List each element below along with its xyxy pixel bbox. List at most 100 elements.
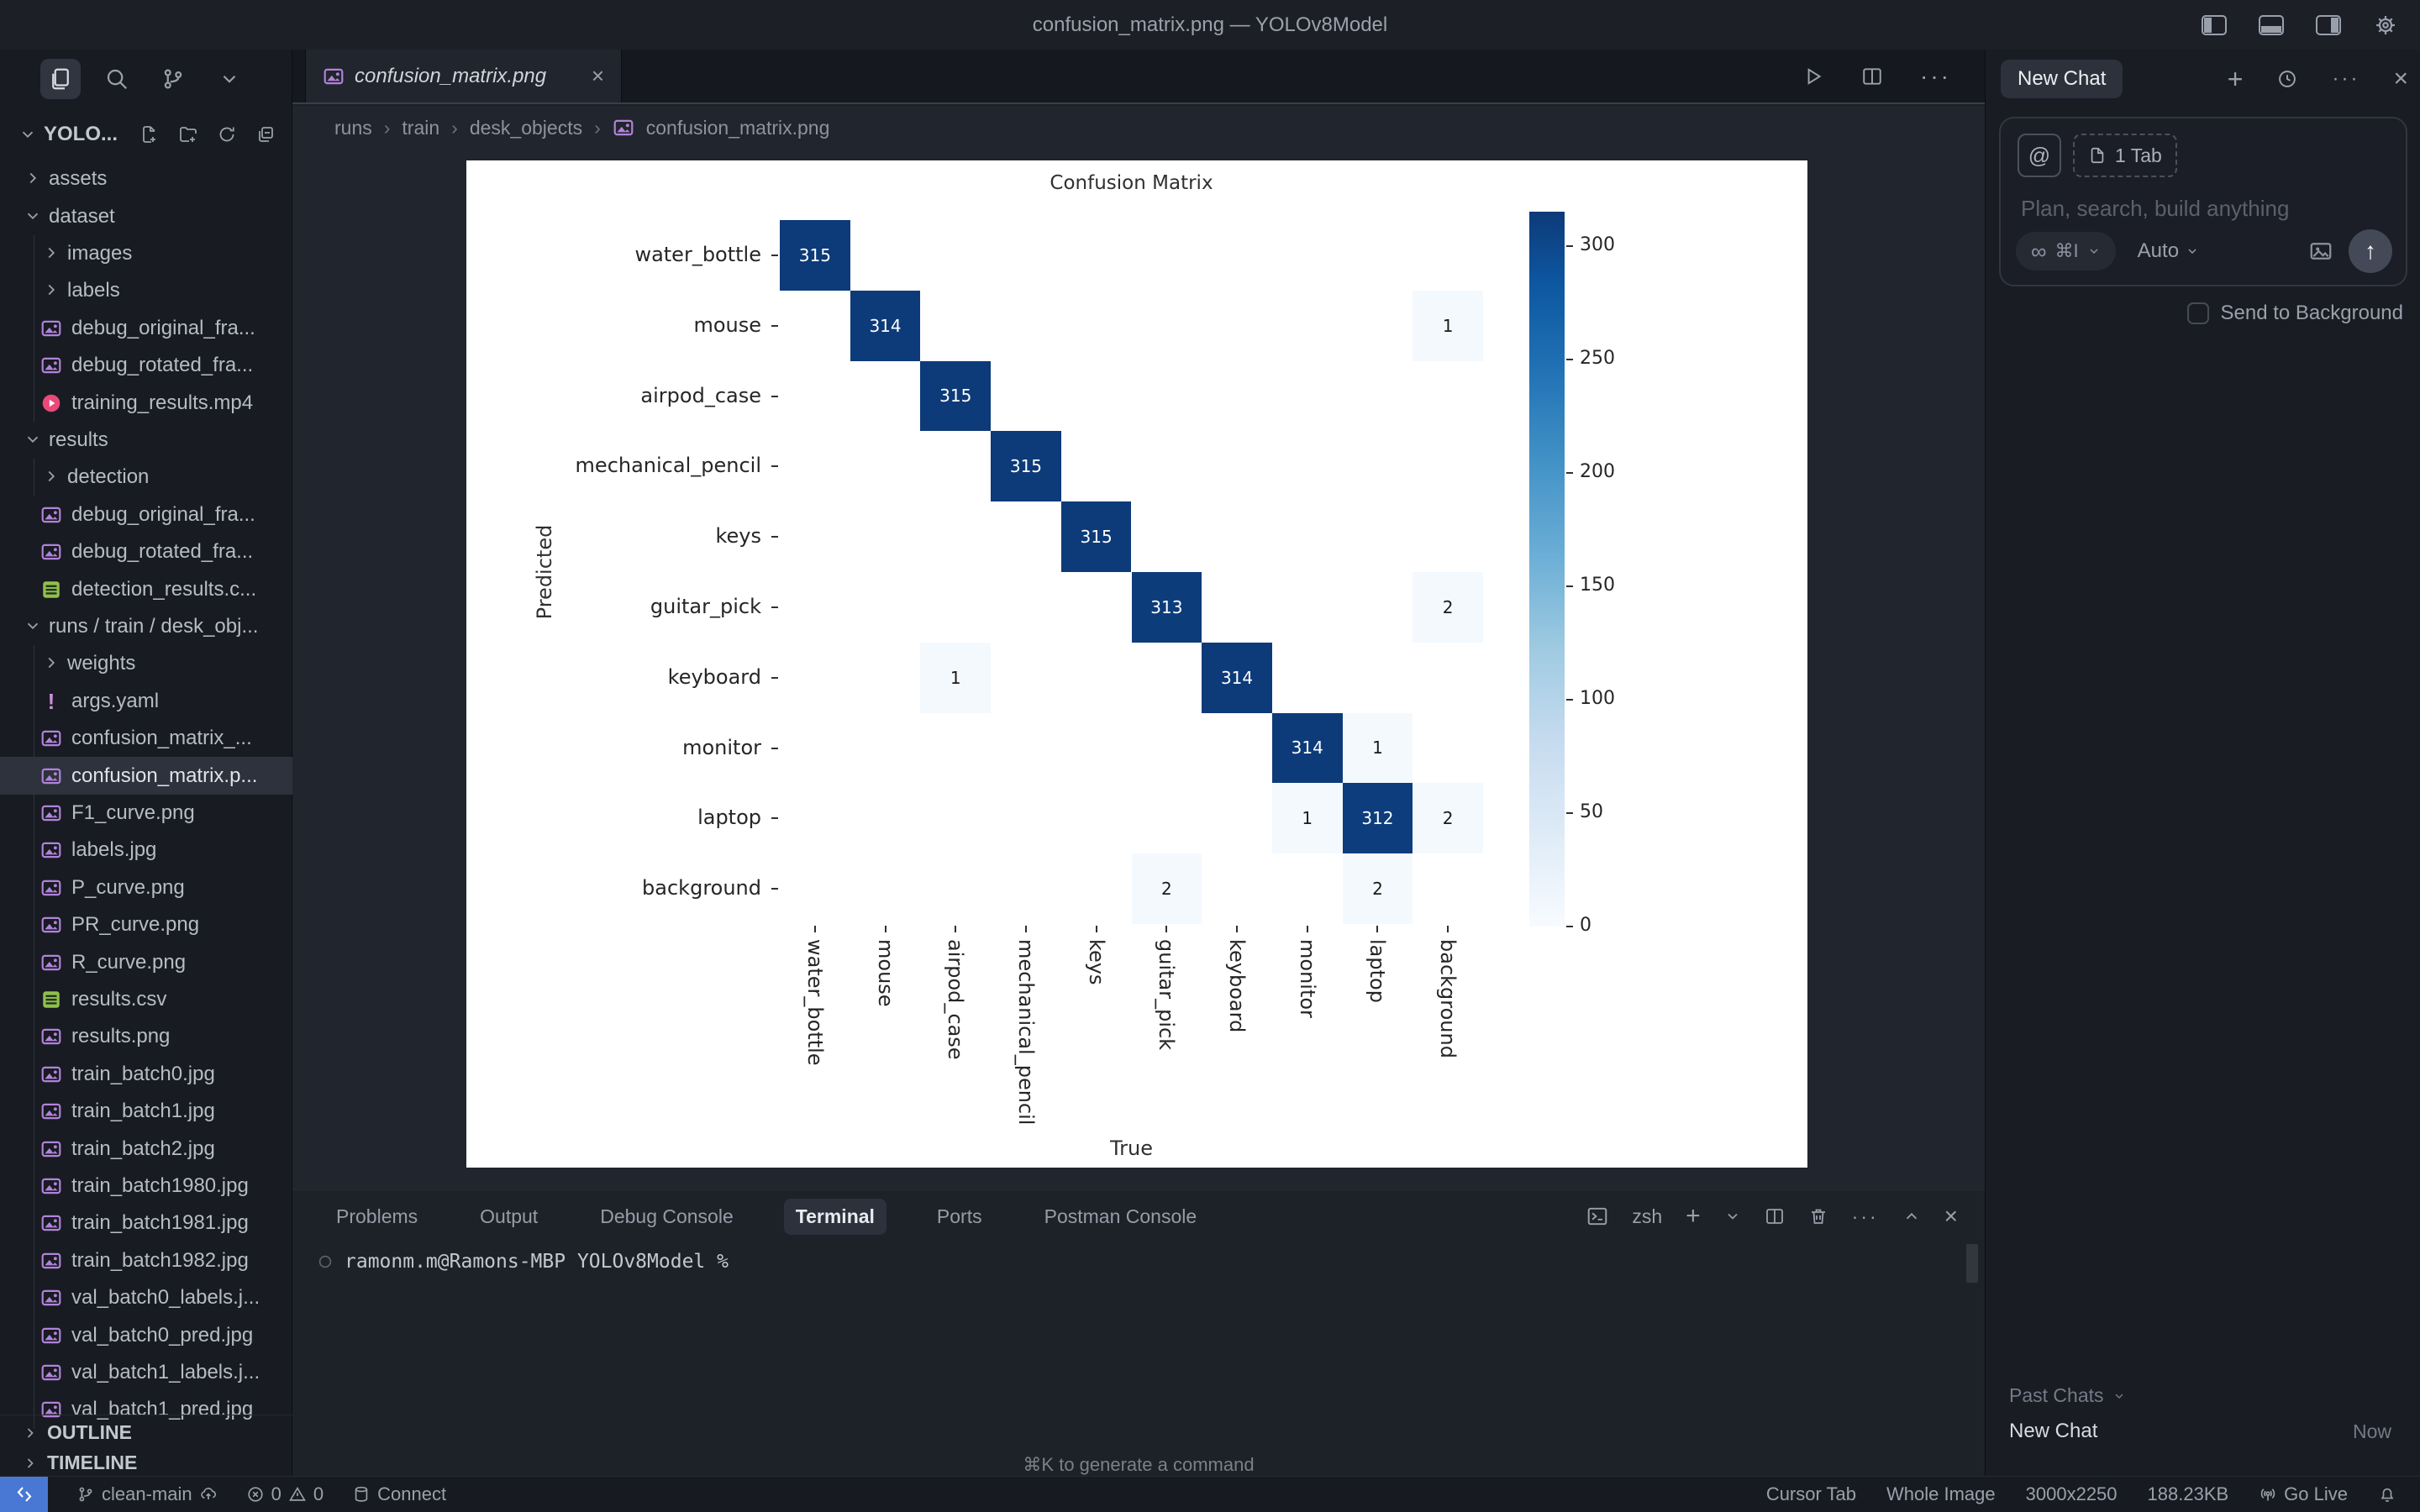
chat-history-item[interactable]: New Chat Now (2009, 1420, 2391, 1442)
source-control-icon[interactable] (153, 59, 193, 99)
run-file-icon[interactable] (1802, 66, 1824, 87)
tree-item-train-batch0-jpg[interactable]: train_batch0.jpg (0, 1056, 292, 1093)
more-views-chevron-icon[interactable] (209, 59, 250, 99)
matrix-cell (1060, 290, 1132, 361)
new-file-icon[interactable] (139, 124, 160, 144)
outline-section[interactable]: OUTLINE (0, 1415, 292, 1450)
tree-item-f1-curve-png[interactable]: F1_curve.png (0, 795, 292, 832)
tree-item-args-yaml[interactable]: ! args.yaml (0, 683, 292, 720)
new-folder-icon[interactable] (178, 124, 198, 144)
send-to-background-checkbox[interactable] (2186, 302, 2209, 324)
close-chat-icon[interactable]: × (2393, 65, 2408, 92)
tree-item-confusion-matrix-p-[interactable]: confusion_matrix.p... (0, 757, 292, 795)
split-editor-icon[interactable] (1861, 66, 1883, 87)
tree-item-train-batch1980-jpg[interactable]: train_batch1980.jpg (0, 1168, 292, 1205)
split-terminal-icon[interactable] (1765, 1206, 1785, 1226)
chat-tab-new-chat[interactable]: New Chat (2001, 60, 2123, 98)
tree-item-val-batch0-labels-j-[interactable]: val_batch0_labels.j... (0, 1279, 292, 1316)
panel-tab-debug-console[interactable]: Debug Console (600, 1205, 734, 1227)
cursor-tab-status[interactable]: Cursor Tab (1765, 1483, 1857, 1504)
tree-item-train-batch1-jpg[interactable]: train_batch1.jpg (0, 1093, 292, 1130)
send-message-button[interactable]: ↑ (2349, 229, 2392, 273)
maximize-panel-icon[interactable] (1902, 1207, 1921, 1226)
tree-item-weights[interactable]: weights (0, 645, 292, 682)
panel-more-icon[interactable]: ··· (1851, 1205, 1879, 1227)
tree-item-p-curve-png[interactable]: P_curve.png (0, 869, 292, 906)
tree-item-debug-rotated-fra-[interactable]: debug_rotated_fra... (0, 347, 292, 384)
terminal-dropdown-icon[interactable] (1724, 1208, 1741, 1225)
panel-tab-postman-console[interactable]: Postman Console (1044, 1205, 1197, 1227)
connect-status[interactable]: Connect (352, 1483, 446, 1505)
tree-item-debug-rotated-fra-[interactable]: debug_rotated_fra... (0, 533, 292, 570)
close-panel-icon[interactable]: × (1944, 1203, 1958, 1229)
git-branch-status[interactable]: clean-main (76, 1483, 218, 1505)
tree-item-train-batch1981-jpg[interactable]: train_batch1981.jpg (0, 1205, 292, 1242)
tab-confusion-matrix[interactable]: confusion_matrix.png × (305, 50, 622, 102)
past-chats-toggle[interactable]: Past Chats (2009, 1384, 2126, 1407)
tree-item-runs-train-desk-obj-[interactable]: runs / train / desk_obj... (0, 608, 292, 645)
explorer-header[interactable]: YOLO... (0, 108, 292, 160)
go-live-status[interactable]: Go Live (2259, 1483, 2348, 1505)
more-actions-icon[interactable]: ··· (1920, 62, 1951, 89)
tree-item-detection[interactable]: detection (0, 459, 292, 496)
tree-item-val-batch1-labels-j-[interactable]: val_batch1_labels.j... (0, 1354, 292, 1391)
tree-item-labels[interactable]: labels (0, 272, 292, 309)
tree-item-training-results-mp4[interactable]: training_results.mp4 (0, 384, 292, 421)
breadcrumb-item[interactable]: desk_objects (469, 116, 583, 139)
remote-indicator[interactable] (0, 1476, 48, 1512)
timeline-section[interactable]: TIMELINE (0, 1450, 292, 1476)
panel-scrollbar[interactable] (1966, 1244, 1978, 1283)
tree-item-assets[interactable]: assets (0, 160, 292, 197)
refresh-icon[interactable] (217, 124, 237, 144)
tree-item-val-batch0-pred-jpg[interactable]: val_batch0_pred.jpg (0, 1316, 292, 1353)
toggle-panel-icon[interactable] (2259, 14, 2284, 35)
panel-tab-output[interactable]: Output (480, 1205, 539, 1227)
mention-button[interactable]: @ (2018, 134, 2061, 177)
chat-input-card[interactable]: @ 1 Tab Plan, search, build anything ∞ ⌘… (1999, 117, 2407, 286)
chat-history-icon[interactable] (2276, 68, 2298, 90)
model-selector[interactable]: Auto (2138, 239, 2199, 263)
toggle-right-sidebar-icon[interactable] (2316, 14, 2341, 35)
context-tab-chip[interactable]: 1 Tab (2073, 134, 2177, 177)
collapse-folders-icon[interactable] (255, 124, 276, 144)
explorer-icon[interactable] (40, 59, 81, 99)
breadcrumb-item[interactable]: train (402, 116, 440, 139)
settings-gear-icon[interactable] (2373, 13, 2398, 38)
shell-label[interactable]: zsh (1632, 1205, 1663, 1227)
new-terminal-icon[interactable]: + (1686, 1202, 1701, 1230)
toggle-left-sidebar-icon[interactable] (2202, 14, 2227, 35)
problems-status[interactable]: 0 0 (246, 1483, 324, 1505)
tree-item-debug-original-fra-[interactable]: debug_original_fra... (0, 496, 292, 533)
search-icon[interactable] (97, 59, 137, 99)
tree-item-train-batch1982-jpg[interactable]: train_batch1982.jpg (0, 1242, 292, 1279)
new-chat-icon[interactable]: + (2227, 63, 2244, 94)
tree-item-train-batch2-jpg[interactable]: train_batch2.jpg (0, 1130, 292, 1167)
image-mode-status[interactable]: Whole Image (1886, 1483, 1996, 1504)
tree-item-r-curve-png[interactable]: R_curve.png (0, 943, 292, 980)
tree-item-results-csv[interactable]: results.csv (0, 981, 292, 1018)
tree-item-images[interactable]: images (0, 235, 292, 272)
tree-item-confusion-matrix-[interactable]: confusion_matrix_... (0, 720, 292, 757)
attach-image-icon[interactable] (2308, 239, 2333, 264)
panel-tab-ports[interactable]: Ports (936, 1205, 982, 1227)
breadcrumb-separator: › (383, 116, 391, 139)
breadcrumb-item[interactable]: confusion_matrix.png (645, 116, 830, 139)
tree-item-pr-curve-png[interactable]: PR_curve.png (0, 906, 292, 943)
breadcrumb-item[interactable]: runs (334, 116, 372, 139)
tree-item-results[interactable]: results (0, 422, 292, 459)
tree-item-detection-results-c-[interactable]: detection_results.c... (0, 570, 292, 607)
panel-tab-problems[interactable]: Problems (336, 1205, 418, 1227)
tree-item-results-png[interactable]: results.png (0, 1018, 292, 1055)
kill-terminal-icon[interactable] (1808, 1206, 1828, 1226)
chat-more-icon[interactable]: ··· (2332, 67, 2360, 90)
panel-tab-terminal[interactable]: Terminal (783, 1198, 886, 1235)
tree-item-val-batch1-pred-jpg[interactable]: val_batch1_pred.jpg (0, 1391, 292, 1428)
notifications-bell-icon[interactable] (2378, 1485, 2396, 1504)
tree-item-dataset[interactable]: dataset (0, 197, 292, 234)
terminal-prompt[interactable]: ramonm.m@Ramons-MBP YOLOv8Model % (345, 1251, 729, 1273)
tree-item-labels-jpg[interactable]: labels.jpg (0, 832, 292, 869)
agent-mode-pill[interactable]: ∞ ⌘I (2016, 232, 2116, 270)
close-tab-icon[interactable]: × (591, 63, 604, 88)
tree-item-debug-original-fra-[interactable]: debug_original_fra... (0, 310, 292, 347)
chat-input-placeholder[interactable]: Plan, search, build anything (2021, 196, 2290, 221)
